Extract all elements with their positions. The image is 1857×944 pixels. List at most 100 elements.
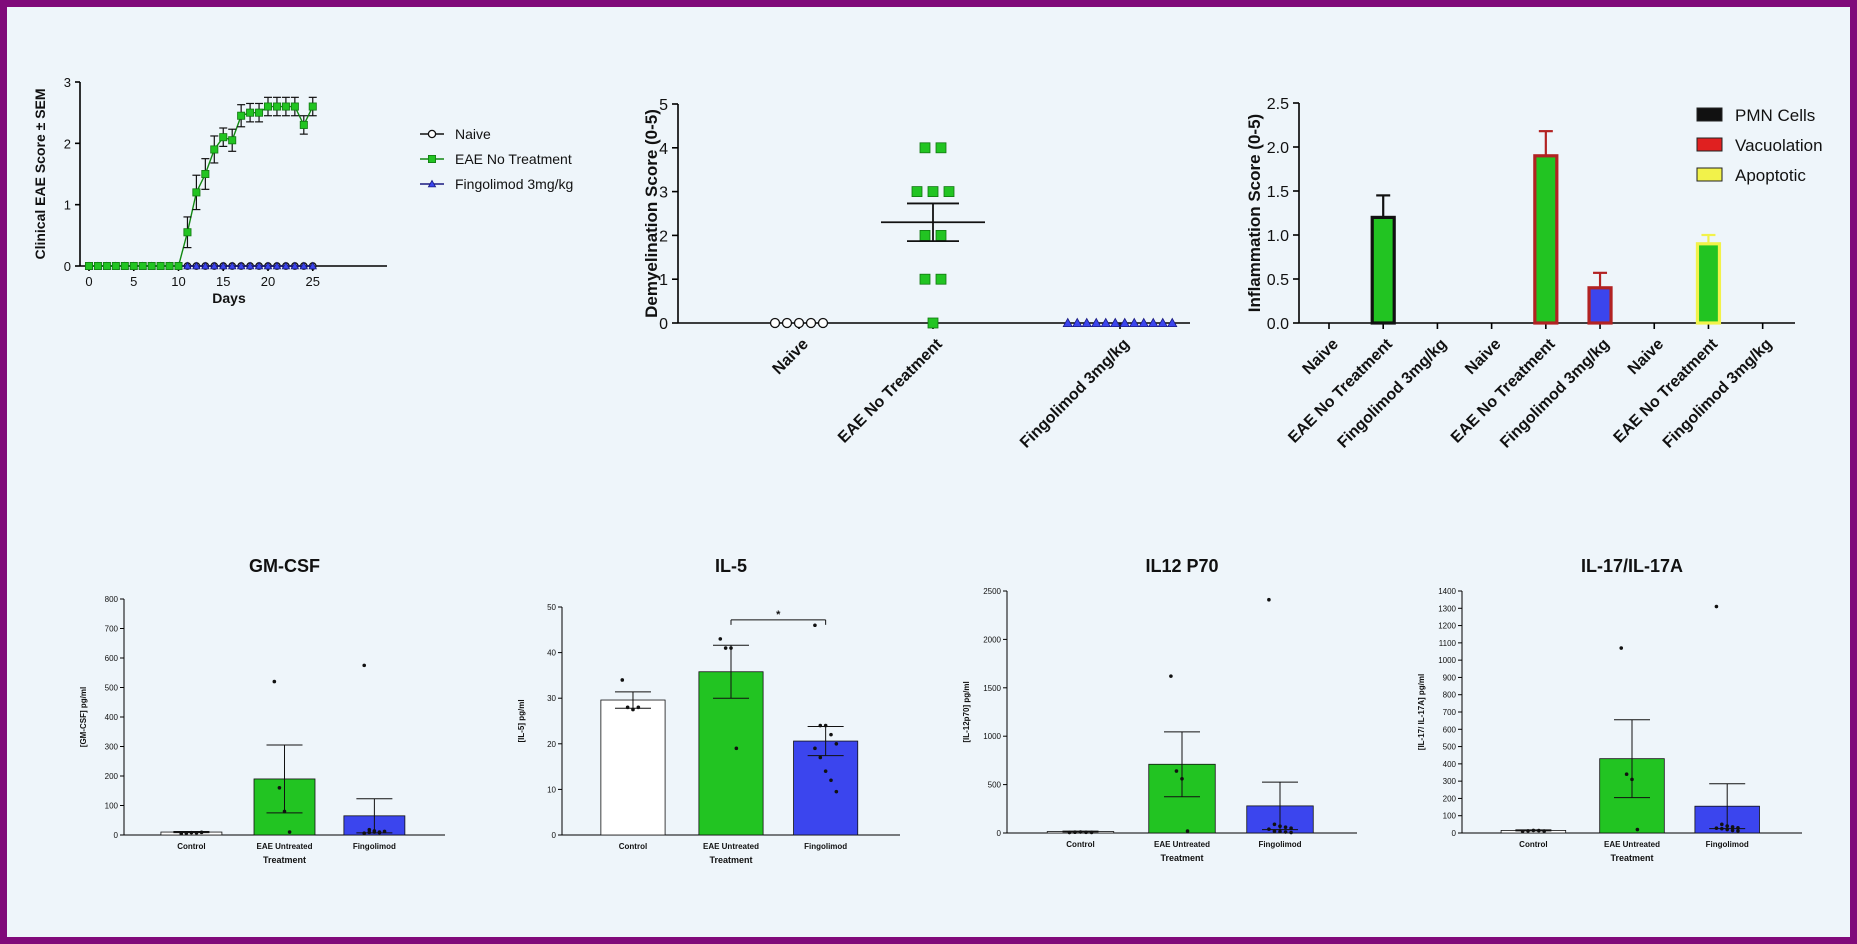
y-tick-label: 600 [105,654,119,663]
x-tick-label: 15 [216,274,230,289]
x-tick-label: Control [177,842,205,851]
y-tick-label: 500 [988,781,1002,790]
x-axis-title: Treatment [1160,853,1203,863]
y-axis-title: [GM-CSF] pg/ml [79,687,88,747]
series-line [89,105,314,267]
data-point [272,261,282,270]
chart-title: GM-CSF [249,556,320,576]
data-point [935,229,947,241]
data-point [1110,317,1121,328]
y-tick-label: 1400 [1438,587,1456,596]
x-tick-label: Naive [770,336,812,378]
data-point [183,228,192,237]
data-point [255,108,264,117]
legend-swatch [1696,167,1723,182]
data-point [189,830,194,835]
y-tick-label: 1 [64,198,71,213]
il17-chart: IL-17/IL-17A 0 100 200 300 400 500 600 700 800 900… [1417,556,1802,863]
data-point [102,261,111,270]
data-point [281,261,291,270]
data-point [1730,828,1735,833]
eae-chart: 0 1 2 3 0 5 10 15 20 25 Days Clinical EAE Score ± S… [32,75,573,306]
y-tick-label: 500 [105,684,119,693]
data-point [1278,829,1282,834]
bar [1370,215,1396,325]
x-tick-label: Control [1066,840,1094,849]
data-point [927,317,939,329]
data-point [805,317,817,329]
data-point [138,261,147,270]
data-point [1730,825,1735,829]
data-point [1081,317,1092,328]
data-point [1624,772,1629,777]
y-tick-label: 1200 [1438,622,1456,631]
x-tick-label: Fingolimod [1706,840,1749,849]
data-point [818,723,823,728]
data-point [793,317,805,329]
x-tick-label: 10 [171,274,185,289]
bar [793,740,859,836]
y-tick-label: 800 [1443,691,1457,700]
y-tick-label: 300 [1443,777,1457,786]
y-tick-label: 0 [659,316,668,333]
data-point [382,829,387,834]
y-tick-label: 2000 [983,635,1001,644]
y-tick-label: 50 [547,603,556,612]
legend-swatch [1696,137,1723,152]
y-tick-label: 20 [547,740,556,749]
x-axis-title: Treatment [263,855,306,865]
il12-chart: IL12 P70 0 500 1000 1500 2000 2500 [IL-12p70] p… [962,556,1357,863]
chart-title: IL-5 [715,556,747,576]
data-point [919,273,931,285]
data-point [1526,829,1530,833]
x-tick-label: Fingolimod [353,842,396,851]
legend-marker [427,129,437,139]
data-point [1714,604,1719,609]
x-tick-label: Fingolimod 3mg/kg [1335,336,1451,452]
data-point [201,261,210,270]
y-axis-title: [IL-12p70] pg/ml [962,681,971,742]
x-tick-label: Naive [1625,336,1667,378]
data-point [1278,824,1282,829]
data-point [277,786,282,790]
data-point [620,678,625,682]
data-point [813,746,817,751]
data-point [237,111,246,120]
data-point [1619,646,1624,650]
y-tick-label: 1000 [1438,656,1456,665]
data-point [834,789,839,794]
data-point [245,261,255,270]
data-point [210,145,219,154]
bar [1587,286,1613,325]
data-point [631,707,635,712]
significance-label: * [776,609,781,621]
data-point [823,769,828,773]
x-tick-label: EAE Untreated [1154,840,1210,849]
data-point [1138,317,1149,328]
x-tick-label: EAE Untreated [1604,840,1660,849]
data-point [179,831,184,836]
data-point [1119,317,1130,328]
data-point [1725,827,1729,832]
y-tick-label: 800 [105,595,119,604]
data-point [1267,597,1271,602]
legend-label: Vacuolation [1735,136,1823,155]
data-point [129,261,138,270]
x-tick-label: EAE No Treatment [1448,335,1559,446]
x-tick-label: Fingolimod [1258,840,1301,849]
x-tick-label: 25 [306,274,320,289]
y-tick-label: 300 [105,743,119,752]
data-point [1067,830,1072,835]
x-axis-title: Treatment [709,855,752,865]
y-tick-label: 1.5 [1267,184,1289,201]
y-tick-label: 700 [105,625,119,634]
x-tick-label: EAE Untreated [256,842,312,851]
y-axis-title: [IL-17/ IL-17A] pg/ml [1417,674,1426,750]
chart-title: IL-17/IL-17A [1581,556,1683,576]
y-tick-label: 2 [64,136,71,151]
data-point [943,186,955,198]
data-point [1167,317,1178,328]
data-point [935,142,947,154]
y-tick-label: 2.0 [1267,140,1289,157]
